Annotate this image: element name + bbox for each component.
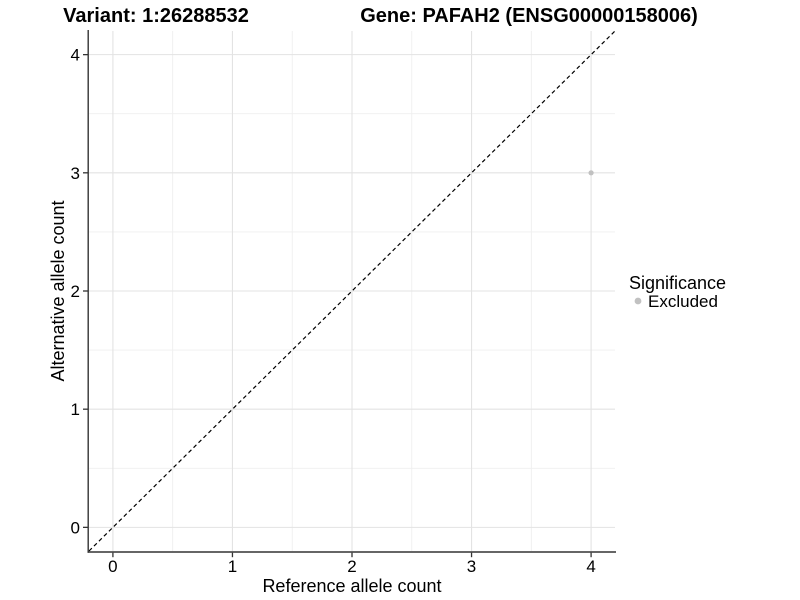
y-tick-label: 0 bbox=[71, 518, 80, 537]
x-tick-label: 1 bbox=[228, 557, 237, 576]
y-axis-title: Alternative allele count bbox=[48, 200, 68, 381]
x-axis-title: Reference allele count bbox=[262, 576, 441, 596]
gene-title: Gene: PAFAH2 (ENSG00000158006) bbox=[360, 5, 698, 27]
y-tick-label: 4 bbox=[71, 46, 80, 65]
data-point bbox=[588, 170, 594, 176]
legend-title: Significance bbox=[629, 273, 726, 293]
y-axis-ticks: 0 1 2 3 4 bbox=[71, 46, 88, 537]
y-tick-label: 1 bbox=[71, 400, 80, 419]
data-points bbox=[588, 170, 594, 176]
x-axis-ticks: 0 1 2 3 4 bbox=[108, 552, 596, 576]
y-tick-label: 3 bbox=[71, 164, 80, 183]
x-tick-label: 0 bbox=[108, 557, 117, 576]
y-tick-label: 2 bbox=[71, 282, 80, 301]
legend-swatch bbox=[634, 297, 642, 305]
variant-title: Variant: 1:26288532 bbox=[63, 5, 249, 27]
legend-entries: Excluded bbox=[634, 292, 718, 311]
major-gridlines bbox=[89, 31, 615, 551]
identity-reference-line bbox=[88, 30, 616, 552]
x-tick-label: 2 bbox=[347, 557, 356, 576]
x-tick-label: 4 bbox=[586, 557, 595, 576]
x-tick-label: 3 bbox=[467, 557, 476, 576]
legend-entry-label: Excluded bbox=[648, 292, 718, 311]
